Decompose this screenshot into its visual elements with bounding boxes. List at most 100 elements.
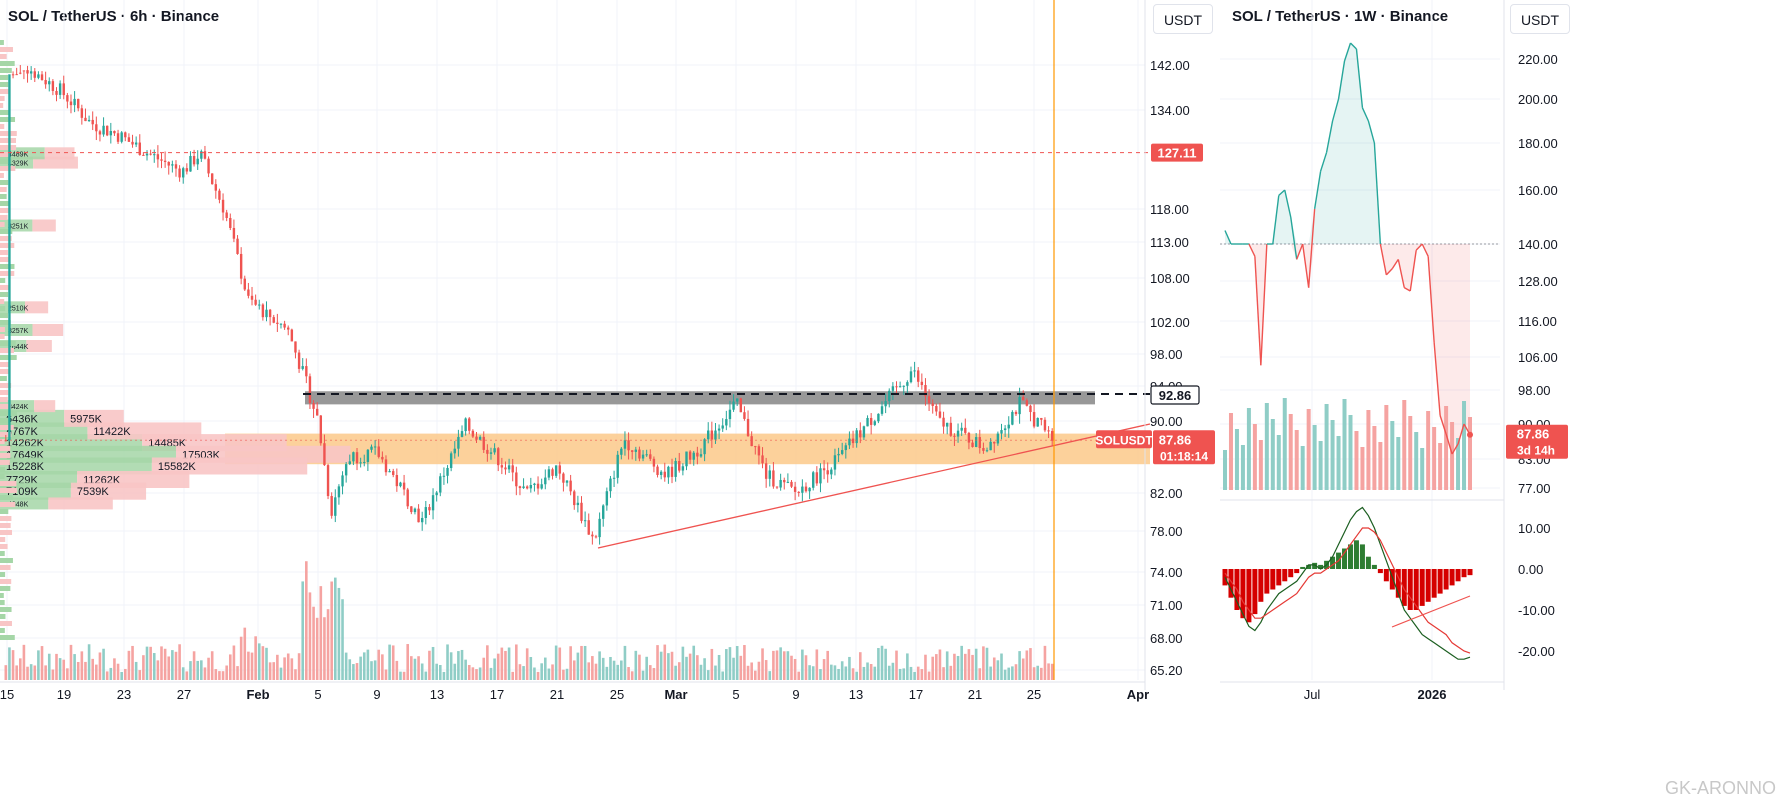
- vprofile-stripe: [0, 320, 11, 325]
- candle-body: [692, 452, 695, 460]
- volume-bar: [522, 666, 525, 680]
- volume-bar: [750, 662, 753, 680]
- volume-bar: [8, 647, 11, 680]
- volume-bar: [460, 649, 464, 680]
- volume-bar: [181, 667, 185, 680]
- volume-bar: [645, 656, 648, 680]
- macd-histogram-bar: [1276, 569, 1282, 586]
- vprofile-stripe: [0, 516, 12, 521]
- macd-histogram-bar: [1228, 569, 1234, 598]
- macd-histogram-bar: [1407, 569, 1413, 610]
- left-currency-button[interactable]: USDT: [1153, 4, 1213, 34]
- candle-body: [743, 412, 746, 419]
- candle-body: [221, 199, 225, 213]
- vprofile-stripe: [0, 404, 11, 409]
- candle-body: [160, 159, 163, 161]
- volume-bar: [29, 664, 33, 680]
- candle-body: [11, 74, 15, 76]
- volume-bar: [261, 646, 265, 680]
- volume-bar: [764, 660, 768, 680]
- vprofile-stripe: [0, 523, 11, 528]
- candle-body: [558, 465, 561, 474]
- volume-bar: [301, 581, 305, 680]
- macd-histogram-bar: [1437, 569, 1443, 594]
- macd-histogram-bar: [1347, 544, 1353, 569]
- left-date-tick: 19: [57, 687, 71, 702]
- candle-body: [73, 98, 76, 106]
- left-price-tick: 102.00: [1150, 315, 1190, 330]
- current-price-tag-text: 87.86: [1159, 432, 1192, 447]
- candle-body: [26, 70, 29, 74]
- candle-body: [573, 491, 576, 506]
- left-price-tags: 127.11 92.86 SOLUSDT 87.86 01:18:14: [1095, 143, 1215, 465]
- left-price-tick: 65.20: [1150, 663, 1183, 678]
- volume-bar: [1043, 645, 1047, 680]
- candle-body: [218, 190, 221, 200]
- volume-bar: [149, 646, 152, 680]
- right-volume-bar: [1282, 398, 1287, 490]
- volume-bar: [786, 651, 790, 680]
- vprofile-label: 3251K: [8, 224, 29, 231]
- vprofile-stripe: [0, 348, 14, 353]
- right-chart[interactable]: 220.00 200.00 180.00 160.00 140.00 128.00 116.…: [1220, 0, 1790, 811]
- volume-bar: [866, 662, 869, 680]
- candle-body: [623, 440, 627, 449]
- candle-body: [373, 446, 377, 448]
- volume-bar: [221, 671, 225, 680]
- candle-body: [377, 446, 380, 457]
- right-currency-button[interactable]: USDT: [1510, 4, 1570, 34]
- vprofile-stripe: [0, 257, 10, 262]
- candle-body: [113, 130, 116, 134]
- right-volume-bar: [1456, 438, 1461, 490]
- right-price-segment: [1319, 152, 1328, 172]
- candle-body: [703, 439, 706, 455]
- vprofile-stripe: [0, 306, 6, 311]
- left-date-tick: 25: [610, 687, 624, 702]
- macd-histogram-bar: [1425, 569, 1431, 602]
- volume-bar: [438, 665, 442, 680]
- vprofile-stripe: [0, 285, 10, 290]
- right-volume-bar: [1390, 421, 1395, 490]
- volume-bar: [732, 657, 735, 680]
- vprofile-down: [151, 457, 308, 475]
- vprofile-stripe: [0, 138, 17, 143]
- volume-bar: [95, 664, 98, 680]
- volume-bar: [145, 646, 149, 680]
- candle-body: [522, 486, 525, 489]
- candle-body: [605, 491, 609, 506]
- right-volume-bars: [1223, 398, 1472, 490]
- vprofile-up: [0, 147, 45, 160]
- candle-body: [656, 466, 659, 475]
- candle-body: [888, 390, 891, 402]
- volume-bar: [612, 660, 616, 680]
- left-price-tick: 134.00: [1150, 103, 1190, 118]
- candle-body: [344, 464, 348, 476]
- candle-body: [993, 441, 996, 444]
- countdown-text: 01:18:14: [1160, 449, 1208, 463]
- volume-bar: [1018, 651, 1021, 680]
- volume-bar: [286, 653, 290, 680]
- volume-bar: [388, 644, 391, 680]
- vprofile-stripe: [0, 481, 17, 486]
- candle-body: [681, 466, 685, 471]
- candle-body: [95, 124, 98, 132]
- volume-bar: [511, 671, 515, 680]
- volume-bar: [355, 663, 359, 680]
- volume-bar: [620, 660, 623, 680]
- candle-body: [48, 81, 51, 85]
- volume-bar: [782, 651, 786, 680]
- volume-bar: [160, 646, 163, 680]
- vprofile-stripe: [0, 208, 9, 213]
- candle-body: [685, 451, 688, 467]
- candle-body: [171, 164, 174, 166]
- candle-body: [500, 465, 504, 468]
- left-date-tick: 5: [732, 687, 739, 702]
- volume-bar: [420, 663, 424, 680]
- volume-bar: [142, 655, 145, 680]
- candle-body: [815, 472, 819, 484]
- candle-body: [913, 370, 916, 372]
- right-price-segment: [1409, 250, 1417, 292]
- symbol-tag-text: SOLUSDT: [1095, 433, 1153, 447]
- candle-body: [967, 432, 971, 443]
